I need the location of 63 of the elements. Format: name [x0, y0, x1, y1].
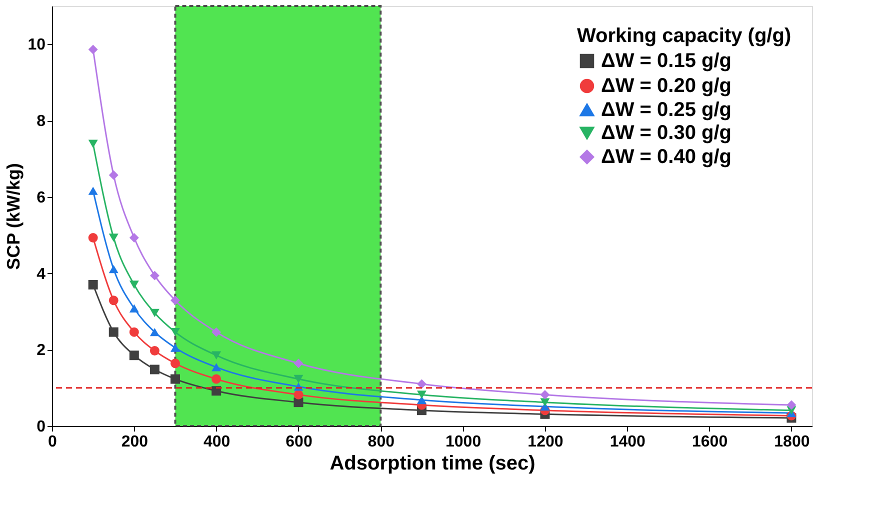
y-axis-title: SCP (kW/kg)	[4, 163, 24, 270]
x-tick-label: 1600	[692, 434, 728, 450]
point	[108, 296, 118, 306]
x-tick-label: 1800	[774, 434, 810, 450]
point	[150, 346, 160, 356]
x-tick-label: 1200	[528, 434, 564, 450]
point	[212, 327, 222, 337]
y-tick-label: 2	[36, 342, 46, 360]
point	[129, 304, 139, 313]
legend-label: ΔW = 0.40 g/g	[601, 146, 732, 168]
y-tick-label: 8	[36, 113, 46, 130]
x-tick-label: 1000	[446, 434, 482, 450]
point	[170, 374, 180, 384]
point	[88, 186, 98, 195]
point	[416, 396, 426, 404]
x-tick-label: 600	[286, 434, 312, 450]
point	[129, 233, 139, 243]
x-tick-label: 0	[48, 434, 58, 450]
point	[540, 390, 550, 400]
x-tick-label: 800	[368, 434, 395, 450]
point	[108, 234, 118, 242]
point	[88, 280, 98, 290]
point	[294, 374, 304, 384]
x-tick-label: 200	[121, 434, 148, 450]
point	[129, 350, 139, 360]
y-tick-label: 10	[28, 36, 46, 54]
legend-label: ΔW = 0.15 g/g	[601, 50, 732, 72]
point	[150, 270, 160, 280]
x-tick-label: 1400	[610, 434, 646, 450]
point	[170, 344, 180, 352]
legend-label: ΔW = 0.25 g/g	[601, 99, 732, 121]
point	[88, 233, 98, 242]
point	[786, 400, 796, 410]
point	[212, 386, 222, 396]
legend-label: ΔW = 0.20 g/g	[601, 75, 732, 97]
legend-label: ΔW = 0.30 g/g	[601, 122, 732, 144]
point	[212, 351, 222, 360]
point	[129, 280, 139, 289]
point	[170, 296, 180, 306]
point	[108, 264, 118, 274]
legend-title: Working capacity (g/g)	[577, 25, 792, 47]
point	[416, 390, 426, 399]
point	[88, 44, 98, 54]
point	[212, 363, 222, 372]
x-axis-title: Adsorption time (sec)	[330, 452, 536, 474]
y-tick-label: 0	[36, 418, 46, 436]
point	[212, 374, 222, 384]
point	[108, 170, 118, 180]
point	[170, 328, 180, 336]
point	[150, 328, 160, 336]
point	[150, 308, 160, 318]
y-tick-label: 4	[36, 266, 46, 283]
point	[150, 364, 160, 374]
x-tick-label: 400	[203, 434, 230, 450]
point	[129, 327, 139, 337]
y-tick-label: 6	[36, 189, 46, 206]
point	[88, 140, 98, 148]
point	[540, 398, 550, 406]
point	[294, 390, 304, 400]
point	[294, 358, 304, 368]
point	[416, 379, 426, 389]
point	[108, 327, 118, 337]
point	[170, 358, 180, 368]
